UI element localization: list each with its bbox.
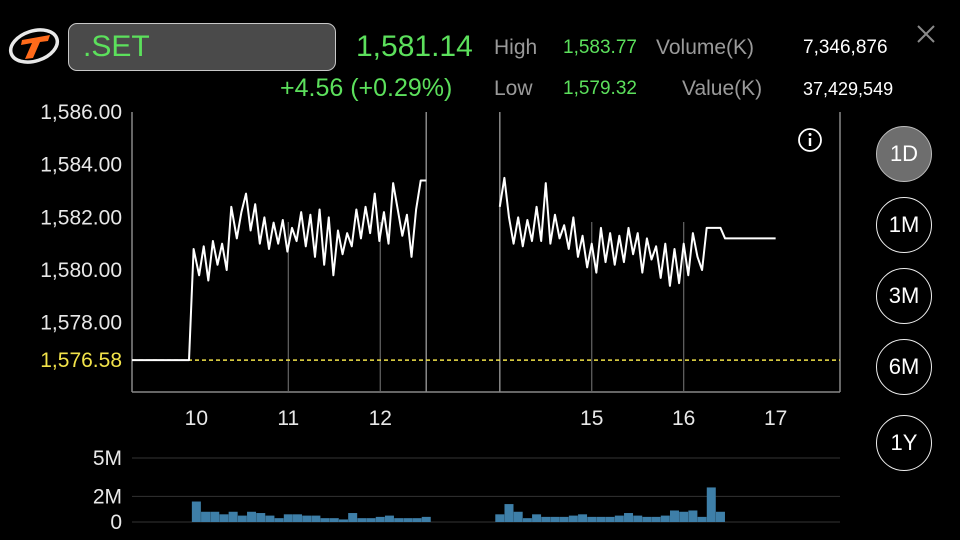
volume-bar	[715, 511, 725, 522]
volume-bar	[495, 514, 505, 522]
volume-bar	[550, 516, 560, 522]
volume-bar	[421, 516, 431, 522]
volume-bar	[660, 515, 670, 522]
volume-bar	[605, 516, 615, 522]
volume-bar	[651, 516, 661, 522]
volume-bar	[357, 518, 367, 522]
volume-bar	[412, 518, 422, 522]
volume-bar	[219, 514, 229, 522]
info-icon[interactable]	[798, 128, 822, 152]
volume-bar	[329, 518, 339, 522]
range-button-1d[interactable]: 1D	[876, 126, 932, 182]
x-tick-label: 10	[185, 407, 208, 430]
volume-bar	[201, 511, 211, 522]
volume-bar	[587, 516, 597, 522]
volume-tick-label: 2M	[93, 485, 122, 508]
last-price: 1,581.14	[356, 30, 473, 63]
x-tick-label: 17	[764, 407, 787, 430]
volume-bar	[633, 515, 643, 522]
close-icon[interactable]	[912, 20, 940, 48]
volume-bar	[568, 515, 578, 522]
volume-bar	[688, 510, 698, 522]
volume-bar	[348, 513, 358, 522]
volume-bar	[624, 513, 634, 522]
volume-bar	[559, 516, 569, 522]
range-button-1y[interactable]: 1Y	[876, 415, 932, 471]
volume-bar	[210, 511, 220, 522]
volume-tick-label: 0	[110, 511, 122, 534]
volume-bar	[522, 518, 532, 522]
price-change: +4.56 (+0.29%)	[280, 74, 453, 102]
y-tick-label: 1,578.00	[40, 312, 122, 335]
symbol-search-input[interactable]: .SET	[68, 23, 336, 71]
volume-bar	[697, 516, 707, 522]
y-tick-label: 1,582.00	[40, 206, 122, 229]
volume-bar	[669, 510, 679, 522]
volume-bar	[338, 519, 348, 522]
volume-bar	[283, 514, 293, 522]
y-tick-label: 1,580.00	[40, 259, 122, 282]
volume-bar	[247, 511, 257, 522]
low-value: 1,579.32	[563, 78, 637, 99]
x-tick-label: 12	[369, 407, 392, 430]
volume-bar	[541, 516, 551, 522]
volume-bar	[642, 516, 652, 522]
volume-bar	[228, 511, 238, 522]
value-value: 37,429,549	[803, 79, 894, 99]
volume-bar	[614, 515, 624, 522]
volume-bar	[237, 515, 247, 522]
baseline-label: 1,576.58	[40, 349, 122, 372]
y-tick-label: 1,584.00	[40, 154, 122, 177]
volume-bar	[403, 518, 413, 522]
volume-bar	[311, 515, 321, 522]
volume-bar	[320, 518, 330, 522]
y-tick-label: 1,586.00	[40, 101, 122, 124]
volume-bar	[256, 513, 266, 522]
volume-bar	[375, 516, 385, 522]
volume-bar	[679, 511, 689, 522]
volume-value: 7,346,876	[803, 37, 888, 58]
price-series-line	[132, 179, 427, 362]
volume-bar	[293, 514, 303, 522]
volume-bar	[191, 501, 201, 522]
volume-bar	[706, 487, 716, 522]
volume-bar	[578, 514, 588, 522]
volume-label: Volume(K)	[656, 36, 755, 59]
volume-bar	[513, 511, 523, 522]
volume-bar	[265, 515, 275, 522]
price-series-line	[498, 176, 776, 287]
volume-bar	[274, 518, 284, 522]
volume-bar	[504, 504, 514, 522]
brand-logo-icon	[8, 28, 60, 64]
range-button-1m[interactable]: 1M	[876, 197, 932, 253]
range-button-6m[interactable]: 6M	[876, 339, 932, 395]
x-tick-label: 15	[580, 407, 603, 430]
volume-bar	[394, 518, 404, 522]
volume-tick-label: 5M	[93, 447, 122, 470]
high-value: 1,583.77	[563, 37, 637, 58]
high-label: High	[494, 36, 538, 59]
volume-bar	[596, 516, 606, 522]
volume-bar	[302, 515, 312, 522]
x-tick-label: 16	[672, 407, 695, 430]
range-button-3m[interactable]: 3M	[876, 268, 932, 324]
volume-bar	[384, 515, 394, 522]
value-label: Value(K)	[682, 77, 763, 100]
x-tick-label: 11	[277, 407, 299, 430]
volume-bar	[366, 518, 376, 522]
low-label: Low	[494, 77, 533, 100]
volume-bar	[532, 514, 542, 522]
